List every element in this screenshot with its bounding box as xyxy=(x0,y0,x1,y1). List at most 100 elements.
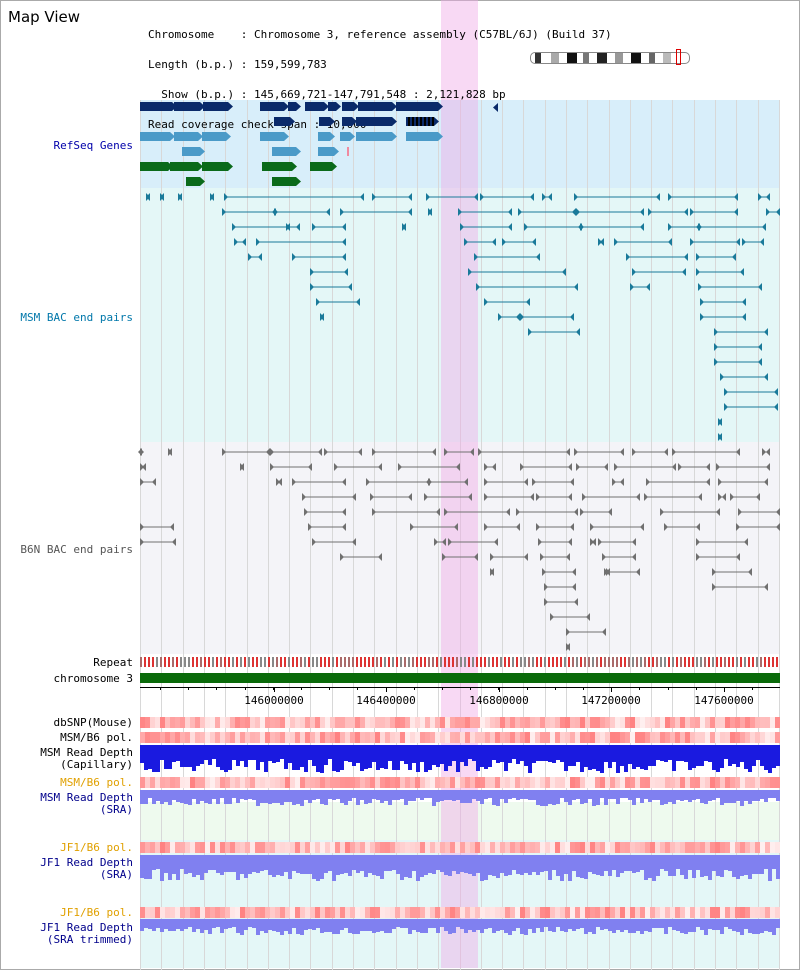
repeat-element[interactable] xyxy=(352,657,354,667)
msm-bac-pair-end[interactable] xyxy=(760,238,764,246)
refseq-gene-arrow[interactable] xyxy=(290,117,295,126)
refseq-gene-arrow[interactable] xyxy=(350,132,355,141)
repeat-element[interactable] xyxy=(268,657,270,667)
msm-bac-pair-end[interactable] xyxy=(476,283,480,291)
b6n-bac-pair-end[interactable] xyxy=(304,508,308,516)
b6n-bac-pair-end[interactable] xyxy=(442,538,446,546)
msm-bac-pair-end[interactable] xyxy=(632,268,636,276)
chromosome-bar[interactable] xyxy=(140,673,780,683)
repeat-element[interactable] xyxy=(420,657,422,667)
b6n-bac-pair-end[interactable] xyxy=(764,478,768,486)
refseq-exon[interactable] xyxy=(408,117,410,126)
msm-bac-pair-end[interactable] xyxy=(408,193,412,201)
msm-bac-pair-end[interactable] xyxy=(626,253,630,261)
refseq-gene[interactable] xyxy=(318,147,334,156)
msm-bac-pair-end[interactable] xyxy=(570,313,574,321)
msm-bac-pair-end[interactable] xyxy=(764,328,768,336)
b6n-bac-pair-end[interactable] xyxy=(632,448,636,456)
msm-bac-pair-end[interactable] xyxy=(734,208,738,216)
refseq-gene-arrow[interactable] xyxy=(296,102,301,111)
repeat-element[interactable] xyxy=(544,657,546,667)
repeat-element[interactable] xyxy=(280,657,282,667)
repeat-element[interactable] xyxy=(172,657,174,667)
repeat-element[interactable] xyxy=(672,657,674,667)
b6n-bac-pair-end[interactable] xyxy=(490,568,494,576)
b6n-bac-pair-end[interactable] xyxy=(632,538,636,546)
b6n-bac-pair-end[interactable] xyxy=(748,568,752,576)
repeat-element[interactable] xyxy=(444,657,446,667)
b6n-bac-pair-end[interactable] xyxy=(366,478,370,486)
repeat-element[interactable] xyxy=(148,657,150,667)
refseq-exon[interactable] xyxy=(432,117,434,126)
refseq-gene-arrow[interactable] xyxy=(332,162,337,171)
b6n-bac-pair-end[interactable] xyxy=(542,568,546,576)
repeat-element[interactable] xyxy=(660,657,662,667)
b6n-bac-pair-end[interactable] xyxy=(492,463,496,471)
repeat-element[interactable] xyxy=(692,657,694,667)
repeat-element[interactable] xyxy=(176,657,178,667)
repeat-element[interactable] xyxy=(432,657,434,667)
jf1-b6-pol-heatmap-1[interactable] xyxy=(140,842,780,853)
msm-bac-pair-end[interactable] xyxy=(458,208,462,216)
msm-bac-pair-end[interactable] xyxy=(344,268,348,276)
msm-bac-pair-end[interactable] xyxy=(762,223,766,231)
repeat-element[interactable] xyxy=(188,657,190,667)
repeat-element[interactable] xyxy=(244,657,246,667)
msm-bac-pair-end[interactable] xyxy=(572,208,576,216)
msm-bac-pair-end[interactable] xyxy=(690,208,694,216)
repeat-element[interactable] xyxy=(168,657,170,667)
repeat-element[interactable] xyxy=(276,657,278,667)
msm-bac-pair-end[interactable] xyxy=(492,238,496,246)
msm-bac-pair-end[interactable] xyxy=(316,298,320,306)
repeat-element[interactable] xyxy=(620,657,622,667)
refseq-gene-arrow[interactable] xyxy=(352,117,357,126)
b6n-bac-pair-end[interactable] xyxy=(398,463,402,471)
b6n-bac-pair-end[interactable] xyxy=(586,613,590,621)
repeat-element[interactable] xyxy=(404,657,406,667)
repeat-element[interactable] xyxy=(456,657,458,667)
msm-bac-pair-end[interactable] xyxy=(766,193,770,201)
repeat-element[interactable] xyxy=(208,657,210,667)
b6n-bac-pair-end[interactable] xyxy=(312,538,316,546)
msm-bac-pair-end[interactable] xyxy=(178,193,182,201)
repeat-element[interactable] xyxy=(212,657,214,667)
repeat-element[interactable] xyxy=(492,657,494,667)
refseq-gene[interactable] xyxy=(186,177,200,186)
b6n-bac-pair-end[interactable] xyxy=(484,478,488,486)
repeat-element[interactable] xyxy=(564,657,566,667)
label-b6n-bac-end-pairs[interactable]: B6N BAC end pairs xyxy=(20,543,133,556)
refseq-exon[interactable] xyxy=(424,117,426,126)
jf1-read-depth-trimmed-track[interactable] xyxy=(140,919,780,935)
repeat-element[interactable] xyxy=(716,657,718,667)
repeat-element[interactable] xyxy=(412,657,414,667)
b6n-bac-pair-end[interactable] xyxy=(696,553,700,561)
msm-bac-pair-end[interactable] xyxy=(526,298,530,306)
refseq-exon[interactable] xyxy=(412,117,414,126)
b6n-bac-pair-end[interactable] xyxy=(138,448,142,456)
b6n-bac-pair-end[interactable] xyxy=(340,553,344,561)
msm-bac-pair-end[interactable] xyxy=(714,328,718,336)
msm-bac-pair-end[interactable] xyxy=(232,223,236,231)
repeat-element[interactable] xyxy=(180,657,182,667)
msm-bac-pair-end[interactable] xyxy=(684,208,688,216)
msm-bac-pair-end[interactable] xyxy=(528,328,532,336)
b6n-bac-pair-end[interactable] xyxy=(672,448,676,456)
repeat-element[interactable] xyxy=(724,657,726,667)
repeat-element[interactable] xyxy=(612,657,614,667)
msm-bac-pair-end[interactable] xyxy=(580,223,584,231)
b6n-bac-pair-end[interactable] xyxy=(592,538,596,546)
msm-bac-pair-end[interactable] xyxy=(548,193,552,201)
repeat-element[interactable] xyxy=(292,657,294,667)
refseq-gene[interactable] xyxy=(202,132,226,141)
repeat-element[interactable] xyxy=(688,657,690,667)
msm-bac-pair-end[interactable] xyxy=(682,268,686,276)
repeat-element[interactable] xyxy=(164,657,166,667)
msm-bac-pair-end[interactable] xyxy=(700,313,704,321)
repeat-element[interactable] xyxy=(580,657,582,667)
msm-bac-pair-end[interactable] xyxy=(656,193,660,201)
msm-bac-pair-end[interactable] xyxy=(342,223,346,231)
msm-bac-pair-end[interactable] xyxy=(460,223,464,231)
refseq-gene-arrow[interactable] xyxy=(226,132,231,141)
b6n-bac-pair-end[interactable] xyxy=(566,553,570,561)
msm-bac-pair-end[interactable] xyxy=(508,223,512,231)
